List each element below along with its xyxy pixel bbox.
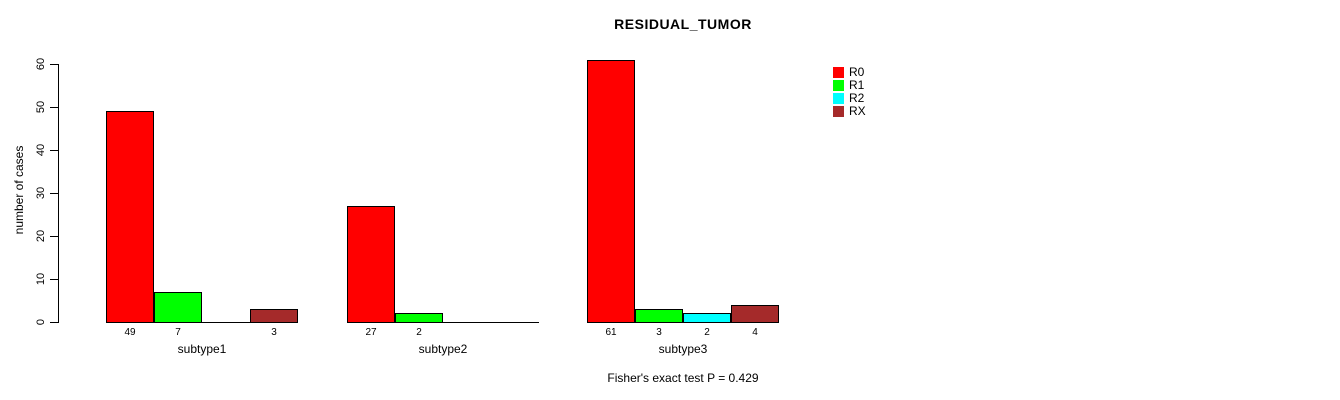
bar-value-label-R1-subtype3: 3: [656, 327, 662, 338]
bar-value-label-R2-subtype3: 2: [704, 327, 710, 338]
x-baseline-subtype1: [106, 322, 298, 323]
y-axis-tick-label: 60: [35, 57, 47, 71]
y-axis-tick-label: 0: [35, 318, 47, 326]
bar-value-label-RX-subtype1: 3: [271, 327, 277, 338]
legend-swatch-R0: [833, 67, 844, 78]
y-axis-tick: [50, 150, 58, 151]
bar-R1-subtype1: [154, 292, 202, 323]
y-axis-label: number of cases: [12, 145, 26, 235]
y-axis-tick-label: 20: [35, 229, 47, 243]
fisher-test-annotation: Fisher's exact test P = 0.429: [607, 371, 759, 385]
y-axis-tick: [50, 279, 58, 280]
bar-RX-subtype3: [731, 305, 779, 323]
y-axis-tick: [50, 193, 58, 194]
x-axis-group-label-subtype2: subtype2: [418, 342, 468, 356]
y-axis-tick-label: 10: [35, 272, 47, 286]
legend-swatch-R2: [833, 93, 844, 104]
y-axis-tick-label: 30: [35, 186, 47, 200]
bar-R0-subtype1: [106, 111, 154, 323]
y-axis-tick: [50, 322, 58, 323]
y-axis-line: [58, 64, 59, 323]
bar-R0-subtype3: [587, 60, 635, 323]
y-axis-tick-label: 50: [35, 100, 47, 114]
legend-label-R0: R0: [849, 65, 865, 79]
y-axis-tick: [50, 236, 58, 237]
legend-swatch-RX: [833, 106, 844, 117]
bar-R2-subtype3: [683, 313, 731, 323]
y-axis-tick-label: 40: [35, 143, 47, 157]
x-baseline-subtype2: [347, 322, 539, 323]
bar-value-label-R1-subtype1: 7: [175, 327, 181, 338]
y-axis-tick: [50, 64, 58, 65]
bar-value-label-RX-subtype3: 4: [752, 327, 758, 338]
bar-RX-subtype1: [250, 309, 298, 323]
x-axis-group-label-subtype3: subtype3: [658, 342, 708, 356]
bar-value-label-R0-subtype3: 61: [605, 327, 617, 338]
chart-title: RESIDUAL_TUMOR: [614, 16, 752, 32]
legend-label-R1: R1: [849, 78, 865, 92]
legend-label-R2: R2: [849, 91, 865, 105]
x-axis-group-label-subtype1: subtype1: [177, 342, 227, 356]
legend-swatch-R1: [833, 80, 844, 91]
bar-value-label-R1-subtype2: 2: [416, 327, 422, 338]
bar-R1-subtype2: [395, 313, 443, 323]
bar-value-label-R0-subtype2: 27: [365, 327, 377, 338]
bar-R1-subtype3: [635, 309, 683, 323]
bar-R0-subtype2: [347, 206, 395, 323]
y-axis-tick: [50, 107, 58, 108]
legend-label-RX: RX: [849, 104, 866, 118]
bar-value-label-R0-subtype1: 49: [124, 327, 136, 338]
